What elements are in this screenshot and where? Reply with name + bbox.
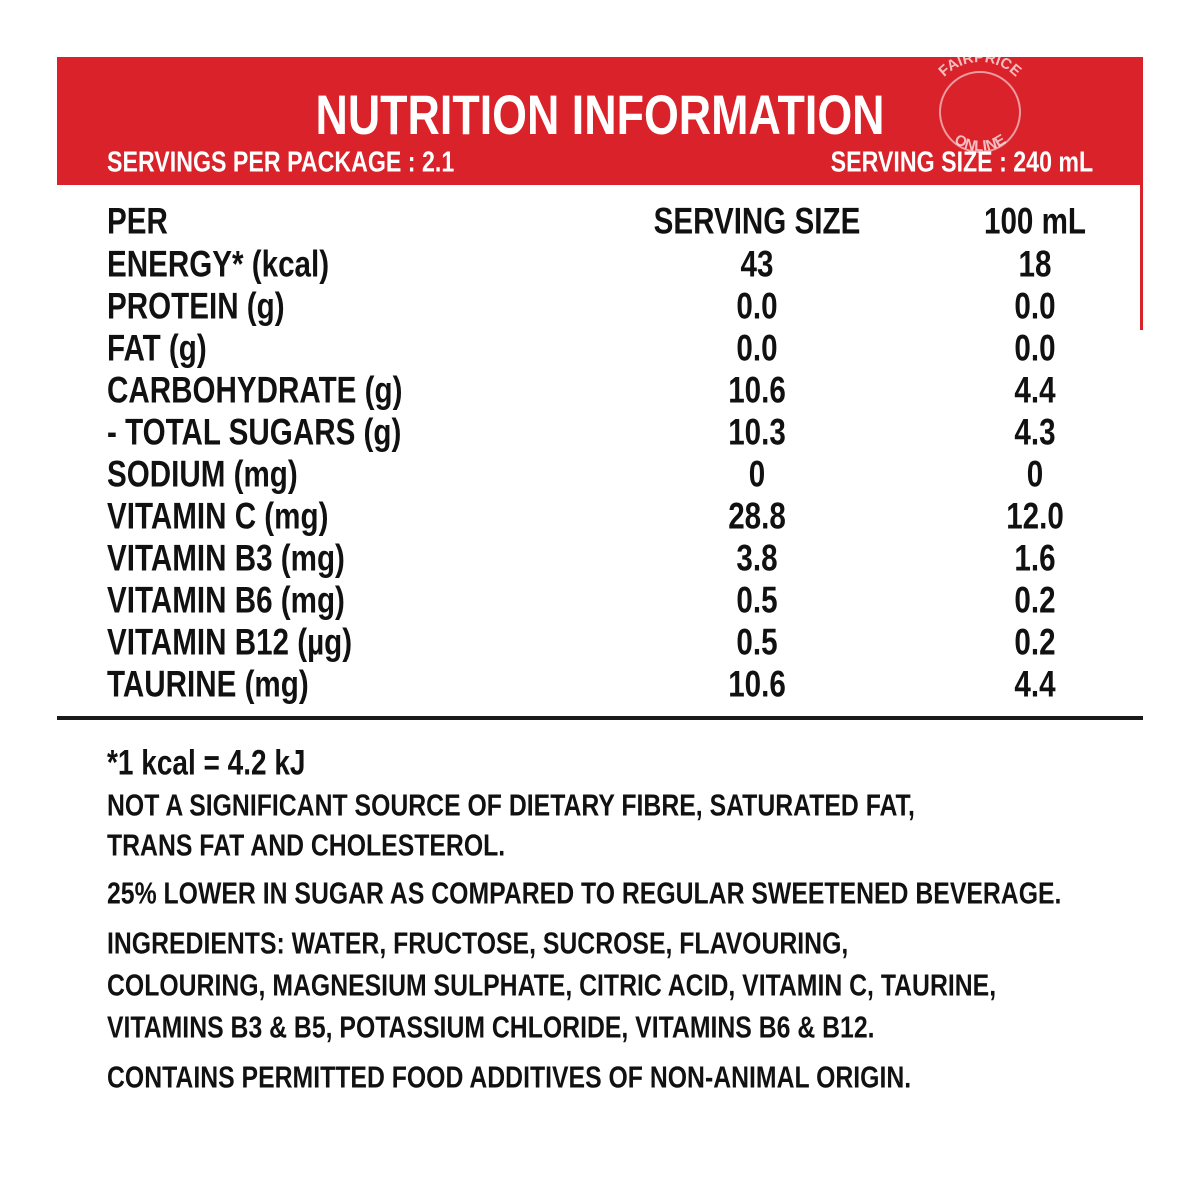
- nutrient-value: 4.4: [1014, 663, 1056, 705]
- nutrient-name: SODIUM (mg): [107, 453, 298, 495]
- nutrient-name: PROTEIN (g): [107, 285, 285, 327]
- nutrient-value: 0.5: [736, 579, 778, 621]
- nutrient-value: 0.0: [1014, 285, 1056, 327]
- nutrient-value: 4.4: [1014, 369, 1056, 411]
- nutrient-value: 18: [1018, 243, 1052, 285]
- watermark-text: ONLINE: [951, 131, 1008, 155]
- nutrient-name: ENERGY* (kcal): [107, 243, 330, 285]
- nutrient-value: 12.0: [1006, 495, 1064, 537]
- watermark-bottom: ONLINE: [951, 131, 1008, 155]
- nutrient-value: 0.2: [1014, 579, 1056, 621]
- watermark-ring: [939, 71, 1021, 153]
- column-header: 100 mL: [983, 200, 1086, 242]
- table-rule: [57, 716, 1143, 720]
- nutrient-name: VITAMIN B3 (mg): [107, 537, 345, 579]
- servings-per-package: SERVINGS PER PACKAGE : 2.1: [107, 146, 455, 179]
- serving-size: SERVING SIZE : 240 mL: [830, 146, 1093, 179]
- sugar-claim: 25% LOWER IN SUGAR AS COMPARED TO REGULA…: [107, 875, 1062, 911]
- nutrient-value: 0.0: [736, 327, 778, 369]
- nutrient-value: 10.6: [728, 663, 786, 705]
- nutrient-value: 4.3: [1014, 411, 1056, 453]
- additives: CONTAINS PERMITTED FOOD ADDITIVES OF NON…: [107, 1059, 912, 1095]
- nutrient-value: 0.0: [1014, 327, 1056, 369]
- nutrient-name: - TOTAL SUGARS (g): [107, 411, 402, 453]
- nutrient-name: TAURINE (mg): [107, 663, 309, 705]
- watermark: FAIRPRICE ONLINE: [935, 49, 1024, 155]
- column-header: SERVING SIZE: [653, 200, 861, 242]
- header-band: [57, 57, 1143, 185]
- note-line: TRANS FAT AND CHOLESTEROL.: [107, 827, 506, 863]
- nutrient-value: 0: [748, 453, 766, 495]
- nutrient-name: CARBOHYDRATE (g): [107, 369, 403, 411]
- nutrient-name: FAT (g): [107, 327, 207, 369]
- note-line: NOT A SIGNIFICANT SOURCE OF DIETARY FIBR…: [107, 787, 915, 823]
- nutrient-value: 0: [1026, 453, 1044, 495]
- nutrient-value: 3.8: [736, 537, 778, 579]
- nutrient-name: VITAMIN B12 (µg): [107, 621, 353, 663]
- nutrient-value: 1.6: [1014, 537, 1056, 579]
- column-header: PER: [107, 200, 168, 242]
- nutrient-value: 28.8: [728, 495, 786, 537]
- nutrient-value: 43: [740, 243, 774, 285]
- nutrient-value: 10.3: [728, 411, 786, 453]
- watermark-top: FAIRPRICE: [935, 49, 1024, 80]
- nutrient-value: 0.5: [736, 621, 778, 663]
- ingredients-line: INGREDIENTS: WATER, FRUCTOSE, SUCROSE, F…: [107, 925, 849, 961]
- ingredients-line: VITAMINS B3 & B5, POTASSIUM CHLORIDE, VI…: [107, 1009, 875, 1045]
- nutrient-value: 0.0: [736, 285, 778, 327]
- nutrient-value: 10.6: [728, 369, 786, 411]
- header-edge: [1140, 57, 1143, 330]
- nutrient-name: VITAMIN B6 (mg): [107, 579, 345, 621]
- watermark-text: FAIRPRICE: [935, 49, 1024, 80]
- nutrient-name: VITAMIN C (mg): [107, 495, 329, 537]
- title: NUTRITION INFORMATION: [315, 83, 885, 146]
- ingredients-line: COLOURING, MAGNESIUM SULPHATE, CITRIC AC…: [107, 967, 997, 1003]
- nutrient-value: 0.2: [1014, 621, 1056, 663]
- energy-note: *1 kcal = 4.2 kJ: [107, 743, 306, 783]
